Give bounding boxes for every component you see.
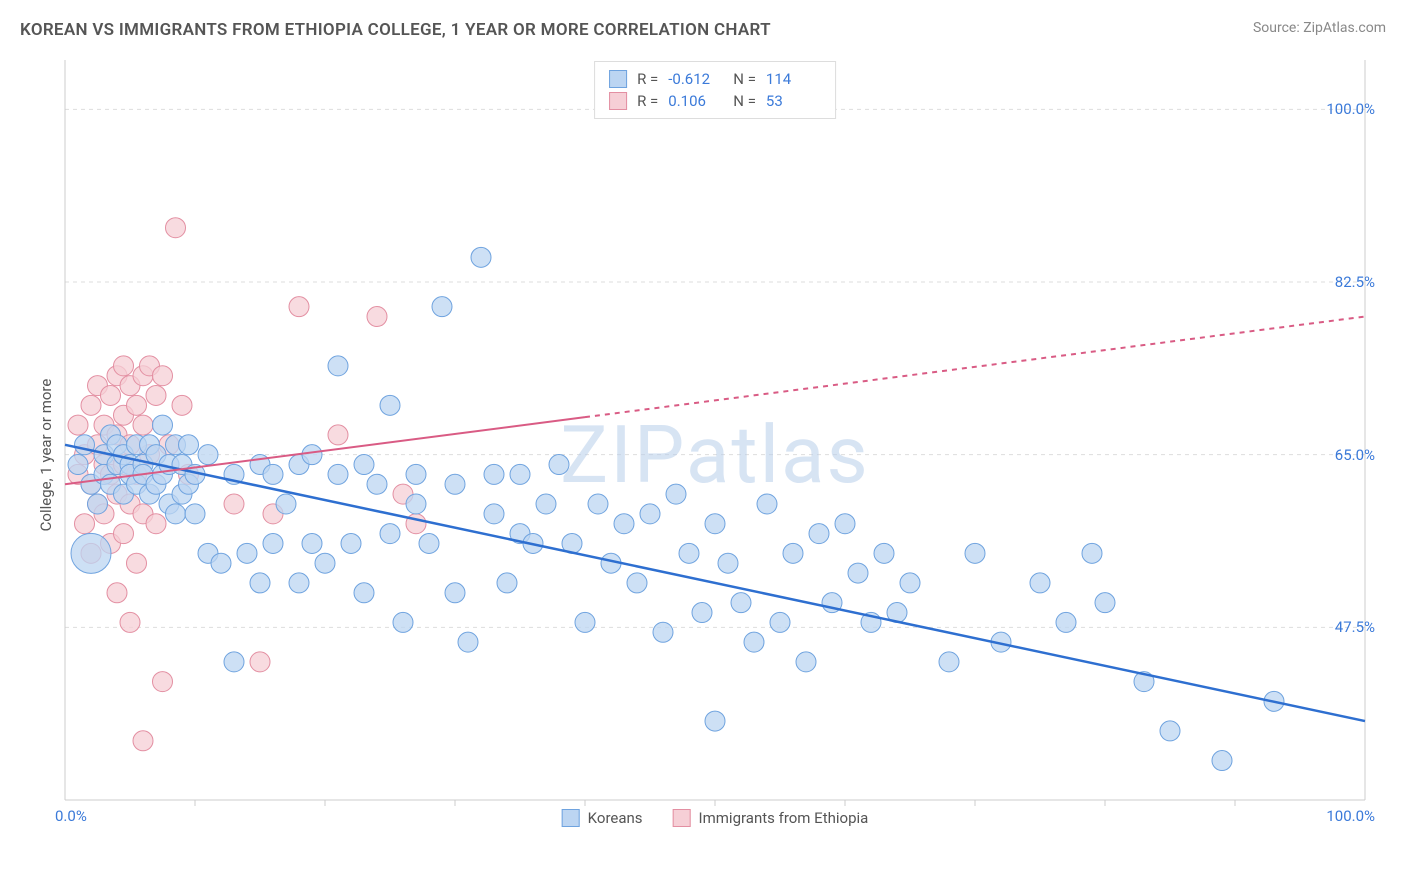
y-tick-label: 82.5% bbox=[1335, 273, 1375, 291]
r-value-koreans: -0.612 bbox=[668, 70, 723, 88]
scatter-plot bbox=[55, 55, 1375, 835]
source-label: Source: bbox=[1253, 20, 1300, 36]
legend-swatch-koreans bbox=[609, 70, 627, 88]
x-tick-100: 100.0% bbox=[1326, 807, 1375, 825]
chart-source: Source: ZipAtlas.com bbox=[1253, 20, 1386, 36]
legend-row-ethiopia: R = 0.106 N = 53 bbox=[609, 90, 821, 112]
n-value-koreans: 114 bbox=[766, 70, 821, 88]
chart-header: KOREAN VS IMMIGRANTS FROM ETHIOPIA COLLE… bbox=[20, 20, 1386, 40]
source-name: ZipAtlas.com bbox=[1303, 20, 1386, 36]
x-tick-0: 0.0% bbox=[55, 807, 87, 825]
legend-label-koreans: Koreans bbox=[588, 809, 643, 827]
legend-swatch-2-ethiopia bbox=[673, 809, 691, 827]
y-axis-label: College, 1 year or more bbox=[37, 379, 55, 532]
legend-swatch-ethiopia bbox=[609, 92, 627, 110]
n-value-ethiopia: 53 bbox=[766, 92, 821, 110]
y-tick-label: 65.0% bbox=[1335, 446, 1375, 464]
r-value-ethiopia: 0.106 bbox=[668, 92, 723, 110]
chart-title: KOREAN VS IMMIGRANTS FROM ETHIOPIA COLLE… bbox=[20, 20, 771, 40]
legend-row-koreans: R = -0.612 N = 114 bbox=[609, 68, 821, 90]
correlation-legend: R = -0.612 N = 114 R = 0.106 N = 53 bbox=[594, 61, 836, 119]
y-tick-label: 100.0% bbox=[1326, 100, 1375, 118]
y-tick-label: 47.5% bbox=[1335, 618, 1375, 636]
legend-item-ethiopia: Immigrants from Ethiopia bbox=[673, 809, 869, 827]
chart-container: College, 1 year or more ZIPatlas R = -0.… bbox=[55, 55, 1375, 835]
legend-swatch-2-koreans bbox=[562, 809, 580, 827]
series-legend: Koreans Immigrants from Ethiopia bbox=[562, 809, 869, 827]
legend-label-ethiopia: Immigrants from Ethiopia bbox=[699, 809, 869, 827]
legend-item-koreans: Koreans bbox=[562, 809, 643, 827]
